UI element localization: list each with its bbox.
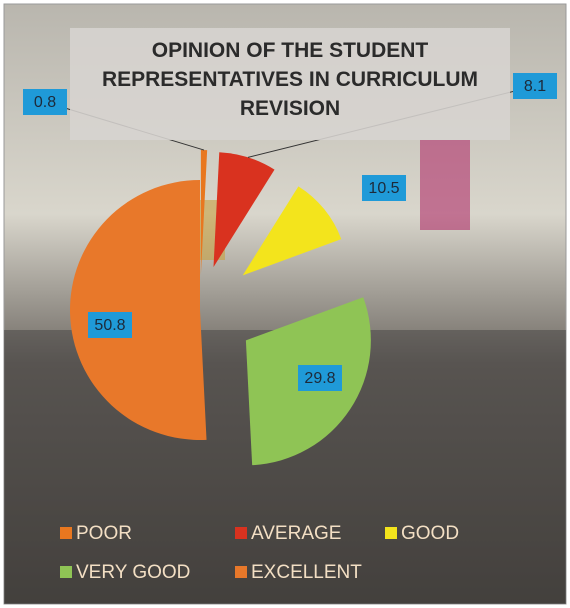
pie-slice [213, 152, 275, 268]
data-label-box [513, 73, 557, 99]
data-label: 29.8 [304, 370, 335, 387]
legend-swatch [235, 527, 247, 539]
chart-title: OPINION OF THE STUDENT REPRESENTATIVES I… [70, 28, 510, 140]
legend-label: POOR [76, 523, 132, 544]
legend-swatch [385, 527, 397, 539]
data-label-box [362, 175, 406, 201]
legend-swatch [235, 566, 247, 578]
legend-label: EXCELLENT [251, 562, 362, 583]
frame [3, 3, 567, 605]
pie-slice [70, 180, 207, 441]
data-label-box [298, 365, 342, 391]
data-label: 0.8 [34, 94, 56, 111]
data-label-box [23, 89, 67, 115]
pie-slice [242, 186, 342, 276]
pie-slice [200, 150, 208, 276]
data-label-box [88, 312, 132, 338]
legend-label: AVERAGE [251, 523, 341, 544]
data-label: 10.5 [368, 180, 399, 197]
legend-label: VERY GOOD [76, 562, 190, 583]
legend-swatch [60, 527, 72, 539]
data-label: 50.8 [94, 317, 125, 334]
data-label: 8.1 [524, 78, 546, 95]
legend-label: GOOD [401, 523, 459, 544]
decoration [420, 140, 470, 230]
legend-swatch [60, 566, 72, 578]
